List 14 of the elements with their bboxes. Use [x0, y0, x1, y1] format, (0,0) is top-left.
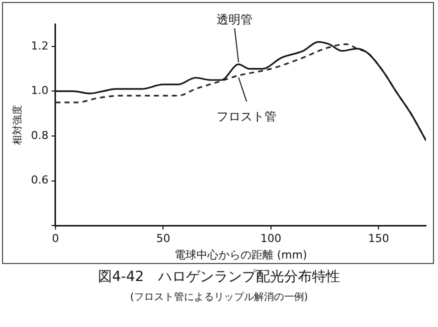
text: 図4-42 ハロゲンランプ配光分布特性: [97, 268, 341, 286]
y-tick-label: 1.2: [30, 39, 48, 52]
x-tick-label: 100: [260, 232, 282, 246]
y-tick-label: 1.0: [30, 84, 48, 98]
x-tick-label: 0: [52, 232, 59, 246]
annotation: 透明管: [216, 12, 253, 26]
y-axis-title: 相対強度: [12, 104, 24, 145]
annotation: フロスト管: [216, 110, 277, 124]
x-axis-title: 電球中心からの距離 (mm): [174, 248, 308, 262]
y-tick-label: 0.8: [30, 128, 48, 142]
y-tick-label: 0.6: [30, 174, 48, 187]
x-tick-label: 50: [156, 232, 170, 246]
x-tick-label: 150: [368, 232, 390, 246]
text: (フロスト管によるリップル解消の一例): [129, 290, 309, 304]
